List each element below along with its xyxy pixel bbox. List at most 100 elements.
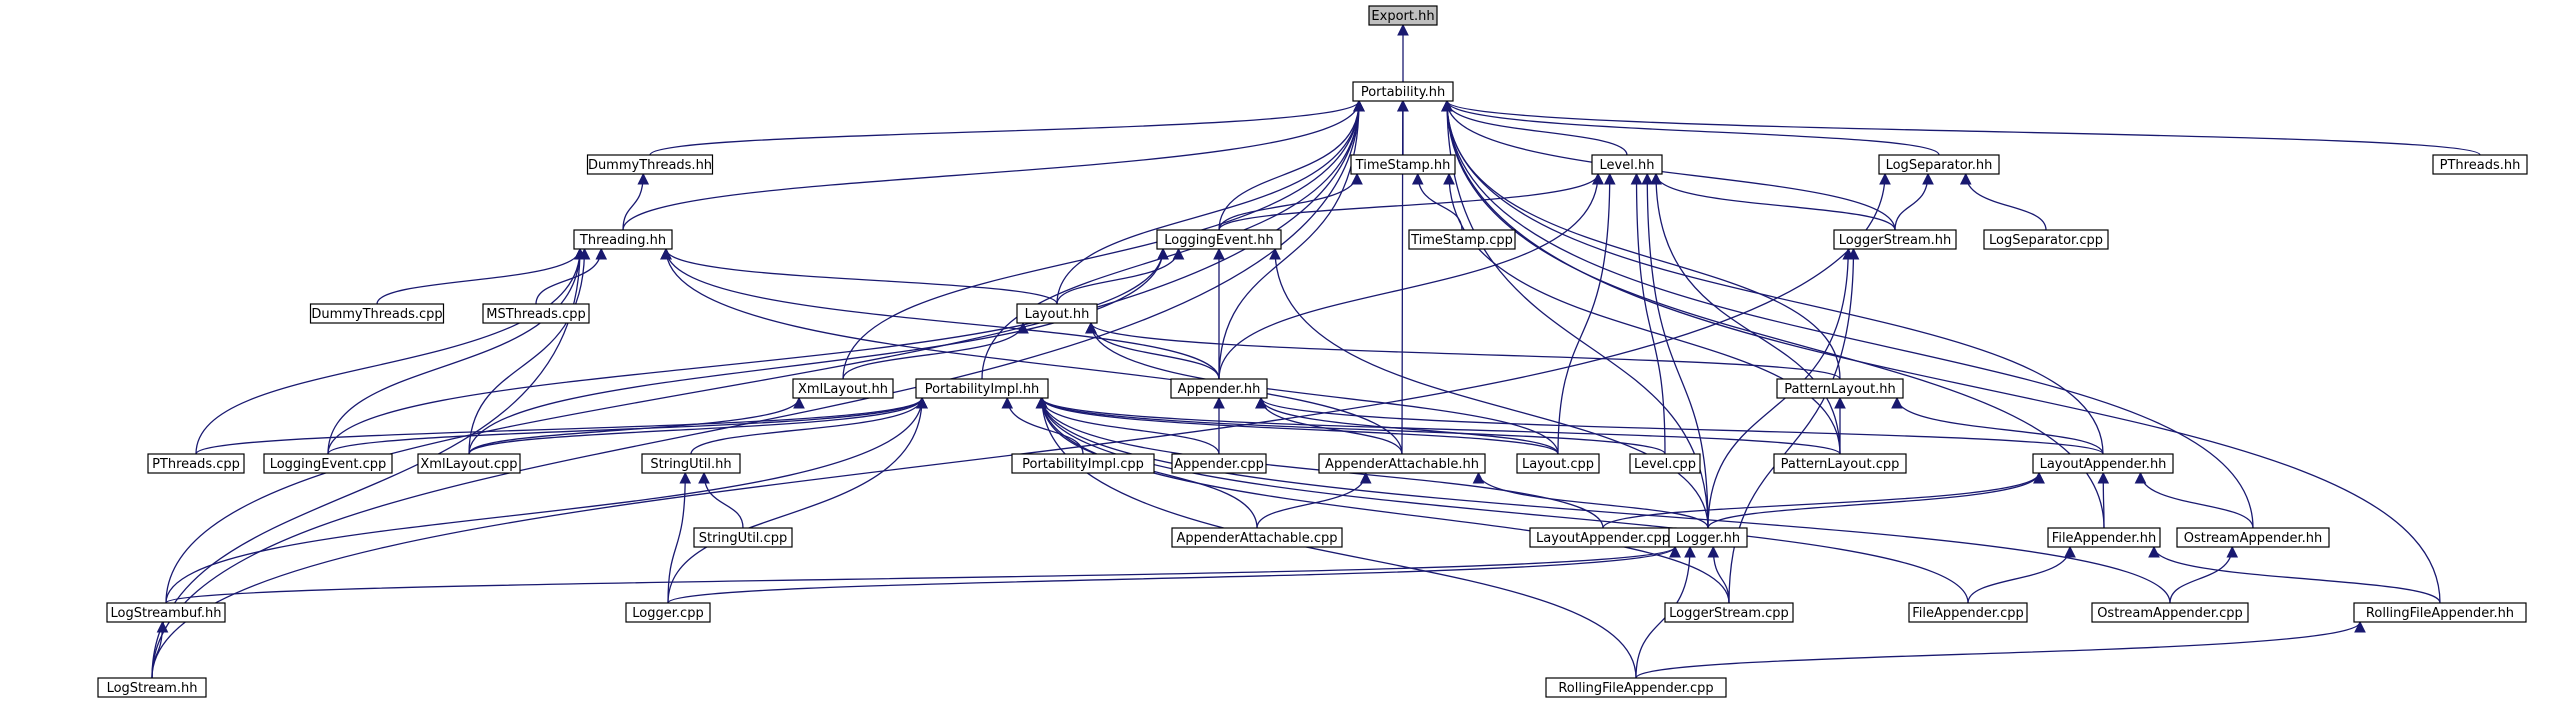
node-box[interactable]	[1773, 453, 1907, 474]
node-box[interactable]	[1983, 229, 2109, 250]
node-label: PThreads.cpp	[152, 457, 240, 472]
node-threading-hh[interactable]: Threading.hh	[573, 229, 673, 250]
edge-appenderattachable-hh-to-appender-hh	[1255, 396, 1403, 455]
node-label: XmlLayout.cpp	[420, 457, 517, 472]
node-box[interactable]	[2032, 453, 2174, 474]
node-portabilityimpl-hh[interactable]: PortabilityImpl.hh	[915, 378, 1049, 399]
node-box[interactable]	[792, 378, 894, 399]
node-logseparator-cpp[interactable]: LogSeparator.cpp	[1983, 229, 2109, 250]
node-box[interactable]	[915, 378, 1049, 399]
node-logger-cpp[interactable]: Logger.cpp	[625, 602, 711, 623]
node-dummythreads-hh[interactable]: DummyThreads.hh	[586, 154, 714, 175]
node-appender-cpp[interactable]: Appender.cpp	[1171, 453, 1267, 474]
node-appenderattachable-cpp[interactable]: AppenderAttachable.cpp	[1171, 527, 1343, 548]
node-box[interactable]	[1170, 378, 1268, 399]
node-level-cpp[interactable]: Level.cpp	[1629, 453, 1701, 474]
node-layout-hh[interactable]: Layout.hh	[1016, 303, 1098, 324]
node-box[interactable]	[1908, 602, 2028, 623]
node-box[interactable]	[1318, 453, 1486, 474]
node-appender-hh[interactable]: Appender.hh	[1170, 378, 1268, 399]
node-box[interactable]	[1591, 154, 1663, 175]
node-box[interactable]	[309, 303, 445, 324]
node-xmllayout-cpp[interactable]: XmlLayout.cpp	[417, 453, 521, 474]
node-export-hh[interactable]: Export.hh	[1368, 5, 1438, 26]
node-timestamp-hh[interactable]: TimeStamp.hh	[1350, 154, 1456, 175]
node-dummythreads-cpp[interactable]: DummyThreads.cpp	[309, 303, 445, 324]
node-box[interactable]	[641, 453, 741, 474]
node-box[interactable]	[482, 303, 590, 324]
node-box[interactable]	[1016, 303, 1098, 324]
node-box[interactable]	[417, 453, 521, 474]
node-level-hh[interactable]: Level.hh	[1591, 154, 1663, 175]
node-rollingfileappender-hh[interactable]: RollingFileAppender.hh	[2353, 602, 2527, 623]
node-portabilityimpl-cpp[interactable]: PortabilityImpl.cpp	[1011, 453, 1155, 474]
edge-dummythreads-cpp-to-threading-hh	[376, 247, 586, 305]
node-box[interactable]	[1352, 81, 1454, 102]
node-layoutappender-hh[interactable]: LayoutAppender.hh	[2032, 453, 2174, 474]
node-box[interactable]	[1368, 5, 1438, 26]
node-fileappender-hh[interactable]: FileAppender.hh	[2047, 527, 2161, 548]
node-logger-hh[interactable]: Logger.hh	[1668, 527, 1748, 548]
node-box[interactable]	[2091, 602, 2249, 623]
node-layoutappender-cpp[interactable]: LayoutAppender.cpp	[1529, 527, 1677, 548]
node-box[interactable]	[2353, 602, 2527, 623]
node-label: PThreads.hh	[2440, 158, 2521, 173]
node-box[interactable]	[1776, 378, 1904, 399]
node-portability-hh[interactable]: Portability.hh	[1352, 81, 1454, 102]
node-logseparator-hh[interactable]: LogSeparator.hh	[1878, 154, 2000, 175]
node-logstreambuf-hh[interactable]: LogStreambuf.hh	[106, 602, 226, 623]
edge-pthreads-hh-to-portability-hh	[1441, 99, 2481, 156]
edge-logstreambuf-hh-to-portability-hh	[165, 99, 1365, 604]
node-patternlayout-cpp[interactable]: PatternLayout.cpp	[1773, 453, 1907, 474]
node-box[interactable]	[625, 602, 711, 623]
node-rollingfileappender-cpp[interactable]: RollingFileAppender.cpp	[1545, 677, 1727, 698]
node-patternlayout-hh[interactable]: PatternLayout.hh	[1776, 378, 1904, 399]
node-ostreamappender-cpp[interactable]: OstreamAppender.cpp	[2091, 602, 2249, 623]
edge-rollingfileappender-hh-to-fileappender-hh	[2148, 545, 2441, 604]
node-fileappender-cpp[interactable]: FileAppender.cpp	[1908, 602, 2028, 623]
node-box[interactable]	[573, 229, 673, 250]
node-box[interactable]	[147, 453, 245, 474]
node-box[interactable]	[106, 602, 226, 623]
node-xmllayout-hh[interactable]: XmlLayout.hh	[792, 378, 894, 399]
node-box[interactable]	[1664, 602, 1794, 623]
node-box[interactable]	[1350, 154, 1456, 175]
node-box[interactable]	[2047, 527, 2161, 548]
node-box[interactable]	[263, 453, 393, 474]
edge-patternlayout-hh-to-layout-hh	[1085, 321, 1841, 380]
node-box[interactable]	[1171, 453, 1267, 474]
node-loggerstream-cpp[interactable]: LoggerStream.cpp	[1664, 602, 1794, 623]
node-layout-cpp[interactable]: Layout.cpp	[1516, 453, 1600, 474]
edge-appender-hh-to-threading-hh	[660, 247, 1220, 380]
node-loggerstream-hh[interactable]: LoggerStream.hh	[1833, 229, 1957, 250]
node-box[interactable]	[1171, 527, 1343, 548]
node-box[interactable]	[1878, 154, 2000, 175]
node-timestamp-cpp[interactable]: TimeStamp.cpp	[1408, 229, 1516, 250]
node-box[interactable]	[1629, 453, 1701, 474]
node-loggingevent-cpp[interactable]: LoggingEvent.cpp	[263, 453, 393, 474]
edge-xmllayout-cpp-to-loggingevent-hh	[468, 247, 1169, 455]
node-box[interactable]	[1408, 229, 1516, 250]
node-box[interactable]	[1516, 453, 1600, 474]
node-box[interactable]	[1011, 453, 1155, 474]
node-msthreads-cpp[interactable]: MSThreads.cpp	[482, 303, 590, 324]
node-ostreamappender-hh[interactable]: OstreamAppender.hh	[2176, 527, 2330, 548]
node-box[interactable]	[2176, 527, 2330, 548]
node-logstream-hh[interactable]: LogStream.hh	[97, 677, 207, 698]
node-stringutil-cpp[interactable]: StringUtil.cpp	[693, 527, 793, 548]
node-box[interactable]	[1833, 229, 1957, 250]
node-stringutil-hh[interactable]: StringUtil.hh	[641, 453, 741, 474]
node-box[interactable]	[586, 154, 714, 175]
node-box[interactable]	[97, 677, 207, 698]
node-appenderattachable-hh[interactable]: AppenderAttachable.hh	[1318, 453, 1486, 474]
node-box[interactable]	[1668, 527, 1748, 548]
node-box[interactable]	[1545, 677, 1727, 698]
node-box[interactable]	[693, 527, 793, 548]
edge-layout-hh-to-loggingevent-hh	[1056, 247, 1185, 305]
node-box[interactable]	[2432, 154, 2528, 175]
node-pthreads-hh[interactable]: PThreads.hh	[2432, 154, 2528, 175]
edge-loggingevent-hh-to-timestamp-hh	[1218, 172, 1363, 231]
node-loggingevent-hh[interactable]: LoggingEvent.hh	[1156, 229, 1282, 250]
node-pthreads-cpp[interactable]: PThreads.cpp	[147, 453, 245, 474]
node-box[interactable]	[1156, 229, 1282, 250]
